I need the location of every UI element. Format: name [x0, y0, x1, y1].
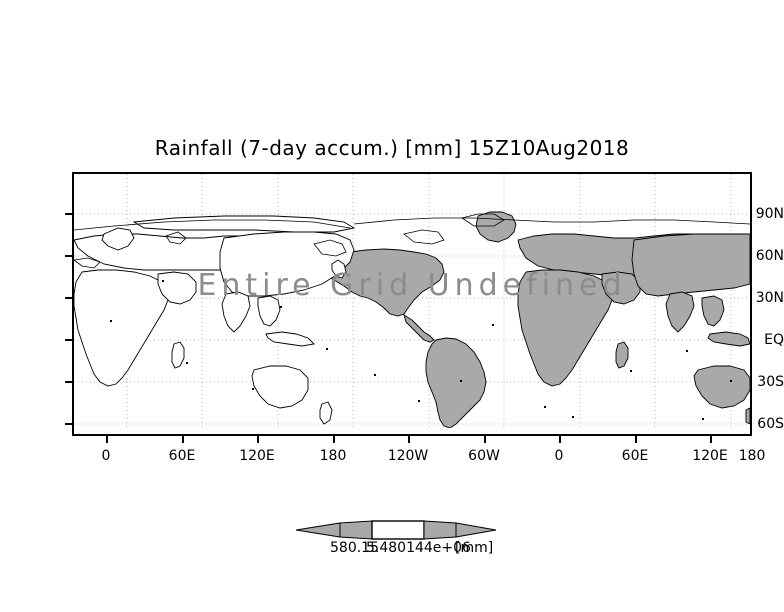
grid-speckles — [110, 280, 732, 420]
colorbar-svg — [296, 520, 496, 540]
xtick-mark-120e-2 — [710, 436, 712, 443]
ytick-label-90n: 90N — [755, 206, 784, 222]
ytick-label-30s: 30S — [757, 374, 784, 390]
ytick-mark-60s — [65, 423, 72, 425]
xtick-mark-60e-2 — [635, 436, 637, 443]
xtick-mark-0-2 — [559, 436, 561, 443]
unshaded-indonesia — [265, 331, 315, 347]
shaded-india — [665, 291, 695, 333]
page-title: Rainfall (7-day accum.) [mm] 15Z10Aug201… — [154, 136, 630, 160]
unshaded-siberia — [132, 215, 356, 233]
ytick-label-30n: 30N — [755, 290, 784, 306]
xtick-label-0-2: 0 — [554, 448, 564, 464]
ytick-mark-60n — [65, 255, 72, 257]
unshaded-madagascar — [171, 341, 185, 369]
colorbar-left-outer-taper — [296, 522, 341, 538]
xtick-label-120e-1: 120E — [239, 448, 275, 464]
colorbar-right-outer-taper — [455, 522, 496, 538]
xtick-mark-180-1 — [333, 436, 335, 443]
xtick-label-60w: 60W — [468, 448, 500, 464]
shaded-central-america — [403, 313, 435, 343]
colorbar-center-box — [371, 520, 425, 540]
colorbar-high-label: 5.480144e+06 — [366, 540, 471, 556]
shaded-indonesia — [707, 331, 750, 347]
shaded-australia — [693, 365, 750, 409]
unshaded-india — [221, 291, 251, 333]
unshaded-australia — [251, 365, 309, 409]
shaded-arabia — [601, 271, 641, 305]
map-svg — [74, 174, 750, 434]
colorbar-right-inner-wedge — [423, 520, 457, 540]
unshaded-southeast-asia — [257, 295, 281, 327]
ytick-mark-eq — [65, 339, 72, 341]
ytick-label-60s: 60S — [757, 416, 784, 432]
world-map-plot-area — [72, 172, 752, 436]
colorbar-units-label: [mm] — [455, 540, 494, 556]
xtick-label-120w: 120W — [387, 448, 429, 464]
ytick-mark-30s — [65, 381, 72, 383]
xtick-label-180-2: 180 — [738, 448, 766, 464]
shaded-madagascar — [615, 341, 629, 369]
xtick-label-0: 0 — [101, 448, 111, 464]
xtick-mark-60e-1 — [182, 436, 184, 443]
ytick-mark-30n — [65, 297, 72, 299]
colorbar — [296, 517, 496, 543]
unshaded-japan — [331, 259, 347, 279]
unshaded-scandinavia — [101, 227, 135, 251]
xtick-mark-60w — [484, 436, 486, 443]
xtick-label-60e-2: 60E — [621, 448, 649, 464]
unshaded-new-zealand — [319, 401, 333, 425]
shaded-north-america — [319, 248, 445, 317]
ytick-label-eq: EQ — [764, 332, 784, 348]
colorbar-left-inner-wedge — [339, 520, 373, 540]
colorbar-low-label: 580.15 — [330, 540, 379, 556]
shaded-new-zealand — [745, 407, 750, 425]
unshaded-arabia — [157, 271, 197, 305]
unshaded-land-regions — [74, 215, 750, 434]
shaded-southeast-asia — [701, 295, 725, 327]
unshaded-antarctic-fringe — [74, 428, 750, 434]
coastline-detail — [74, 213, 750, 269]
map-background — [74, 174, 750, 434]
xtick-label-120e-2: 120E — [692, 448, 728, 464]
ytick-label-60n: 60N — [755, 248, 784, 264]
shaded-asia — [631, 233, 750, 297]
xtick-mark-120e-1 — [257, 436, 259, 443]
xtick-label-60e-1: 60E — [168, 448, 196, 464]
shaded-south-america — [425, 337, 487, 429]
xtick-mark-120w — [408, 436, 410, 443]
xtick-mark-0 — [106, 436, 108, 443]
xtick-label-180-1: 180 — [319, 448, 347, 464]
ytick-mark-90n — [65, 213, 72, 215]
